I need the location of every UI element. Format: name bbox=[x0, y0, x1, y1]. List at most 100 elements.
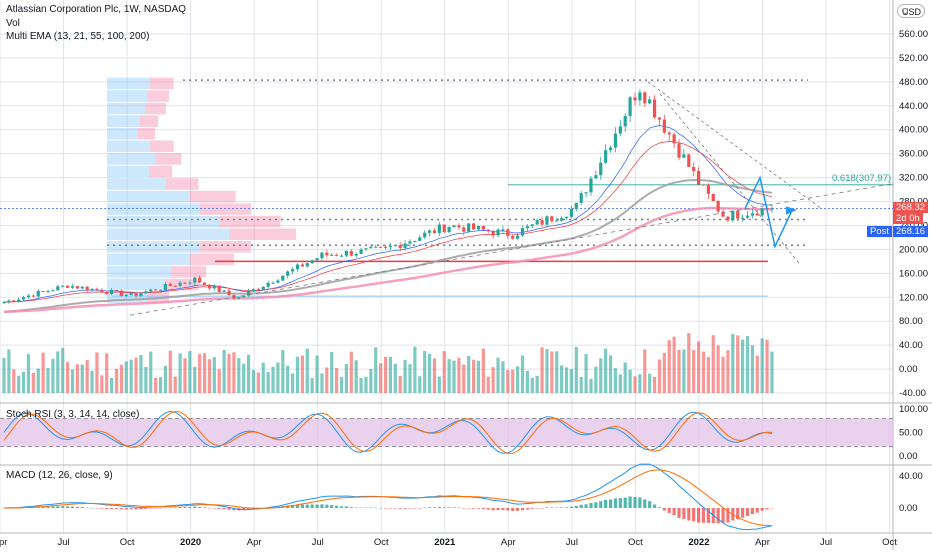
fib-level-label: 0.618(307.97) bbox=[832, 173, 892, 184]
volume-bar bbox=[90, 370, 94, 393]
macd-histogram-bar bbox=[486, 508, 490, 510]
macd-histogram-bar bbox=[672, 508, 676, 516]
stoch-k-line bbox=[3, 410, 773, 454]
channel-line bbox=[659, 93, 801, 265]
macd-histogram-bar bbox=[721, 508, 725, 524]
volume-bar bbox=[212, 357, 216, 393]
volume-bar bbox=[261, 362, 265, 393]
volume-bar bbox=[207, 359, 212, 393]
volume-bar bbox=[432, 358, 437, 393]
macd-histogram-bar bbox=[628, 496, 632, 508]
volume-bar bbox=[745, 336, 750, 393]
candle-body bbox=[432, 230, 437, 234]
macd-histogram-bar bbox=[682, 508, 686, 520]
volume-bar bbox=[516, 366, 520, 393]
candle-body bbox=[652, 99, 657, 118]
candle-body bbox=[315, 258, 319, 261]
candle-body bbox=[46, 290, 50, 292]
macd-histogram-bar bbox=[741, 508, 745, 518]
time-axis-label: Oct bbox=[628, 537, 643, 548]
macd-histogram-bar bbox=[202, 507, 207, 508]
currency-selector[interactable]: USD bbox=[897, 4, 925, 18]
volume-profile-bar bbox=[107, 190, 190, 203]
volume-bar bbox=[61, 347, 65, 393]
volume-bar bbox=[550, 351, 554, 393]
macd-histogram-bar bbox=[178, 507, 182, 508]
volume-bar bbox=[168, 350, 172, 393]
candle-body bbox=[398, 245, 402, 248]
volume-profile-bar bbox=[145, 102, 166, 115]
macd-histogram-bar bbox=[589, 503, 593, 508]
volume-bar bbox=[638, 374, 642, 393]
volume-bar bbox=[246, 354, 251, 393]
candle-body bbox=[574, 202, 578, 209]
volume-bar bbox=[305, 348, 309, 393]
candle-body bbox=[158, 289, 163, 291]
candle-body bbox=[31, 295, 35, 297]
macd-histogram-bar bbox=[657, 507, 662, 508]
volume-profile-bar bbox=[200, 203, 252, 215]
candle-body bbox=[110, 289, 114, 295]
macd-histogram-bar bbox=[491, 508, 495, 511]
candle-body bbox=[305, 263, 309, 267]
macd-histogram-bar bbox=[70, 506, 75, 508]
candle-body bbox=[290, 269, 295, 272]
countdown-tag: 2d 0h bbox=[893, 213, 923, 224]
price-axis-label: 360.00 bbox=[899, 149, 928, 160]
volume-bar bbox=[560, 365, 564, 393]
macd-histogram-bar bbox=[300, 504, 304, 508]
time-axis-label: Apr bbox=[247, 537, 262, 548]
volume-profile-bar bbox=[155, 153, 182, 165]
candle-body bbox=[95, 288, 99, 291]
candle-body bbox=[525, 226, 529, 229]
stoch-d-line bbox=[3, 410, 773, 454]
macd-histogram-bar bbox=[643, 499, 647, 508]
volume-bar bbox=[80, 364, 84, 393]
macd-histogram-bar bbox=[564, 507, 569, 508]
volume-profile-bar bbox=[107, 241, 200, 253]
volume-bar bbox=[579, 377, 583, 393]
volume-bar bbox=[383, 356, 388, 393]
candle-body bbox=[251, 289, 256, 292]
macd-histogram-bar bbox=[246, 508, 251, 510]
ema-line-100 bbox=[3, 206, 772, 314]
volume-bar bbox=[188, 351, 192, 393]
volume-bar bbox=[119, 364, 123, 393]
candle-body bbox=[501, 229, 505, 231]
volume-bar bbox=[569, 369, 574, 393]
volume-bar bbox=[202, 353, 207, 393]
volume-bar bbox=[315, 355, 319, 393]
volume-bar bbox=[266, 371, 270, 393]
price-axis-label: 40.00 bbox=[899, 340, 923, 351]
macd-histogram-bar bbox=[227, 508, 231, 510]
candle-body bbox=[457, 225, 461, 228]
volume-profile-bar bbox=[229, 228, 297, 241]
candle-body bbox=[119, 290, 123, 296]
volume-bar bbox=[476, 360, 481, 393]
macd-histogram-bar bbox=[604, 499, 608, 508]
symbol-title: Atlassian Corporation Plc, 1W, NASDAQ bbox=[6, 4, 187, 15]
macd-histogram-bar bbox=[687, 508, 691, 521]
volume-bar bbox=[692, 350, 696, 393]
candle-body bbox=[604, 150, 608, 163]
volume-profile-bar bbox=[107, 140, 150, 153]
stoch-band bbox=[0, 418, 893, 447]
candle-body bbox=[261, 286, 265, 290]
macd-histogram-bar bbox=[506, 508, 510, 511]
macd-histogram-bar bbox=[398, 508, 402, 509]
candle-body bbox=[476, 226, 481, 230]
candle-body bbox=[486, 229, 490, 232]
candle-body bbox=[550, 216, 554, 222]
macd-histogram-bar bbox=[315, 504, 319, 508]
macd-histogram-bar bbox=[212, 508, 216, 509]
volume-bar bbox=[149, 351, 153, 393]
candle-body bbox=[12, 300, 16, 302]
candle-body bbox=[21, 297, 26, 300]
candle-body bbox=[462, 227, 466, 232]
volume-bar bbox=[731, 333, 735, 393]
volume-profile-bar bbox=[166, 178, 199, 190]
volume-bar bbox=[379, 363, 383, 393]
candle-body bbox=[535, 220, 539, 225]
